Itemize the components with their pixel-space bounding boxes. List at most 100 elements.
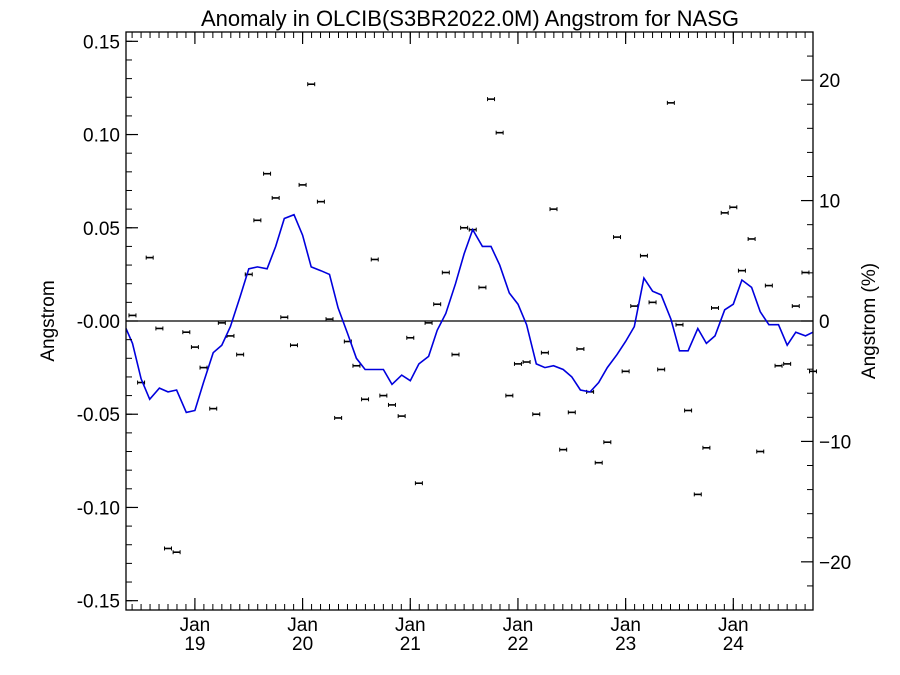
data-point [594,460,603,465]
y-tick-label: -0.15 [77,592,120,613]
y2-tick-label: −10 [819,432,851,453]
data-point [478,285,487,290]
data-point [433,302,442,307]
data-point [702,445,711,450]
data-point [316,199,325,204]
y-tick-label: -0.10 [77,498,120,519]
y2-tick-label: 20 [819,71,840,92]
x-tick-label-month: Jan [180,615,211,636]
data-point [756,449,765,454]
data-point [325,317,334,322]
chart-title: Anomaly in OLCIB(S3BR2022.0M) Angstrom f… [201,6,739,31]
y-tick-label: 0.15 [83,32,120,53]
y2-axis-label: Angstrom (%) [859,263,880,379]
data-point [505,393,514,398]
y-tick-label: 0.10 [83,126,120,147]
data-point [675,322,684,327]
x-tick-label-year: 24 [723,634,745,655]
data-point [460,225,469,230]
data-point [379,393,388,398]
data-point [630,304,639,309]
data-point [145,255,154,260]
data-point [522,360,531,365]
data-point [513,361,522,366]
y-tick-label: -0.05 [77,405,120,426]
axes: 0.15 0.10 0.05 -0.00 -0.05 -0.10 -0.15 20 10 0 −10… [77,31,851,655]
data-point [693,492,702,497]
data-point [128,313,137,318]
data-point [711,305,720,310]
y2-tick-label: 0 [819,312,830,333]
data-point [352,363,361,368]
y2-tick-label: −20 [819,553,851,574]
data-point [495,130,504,135]
smoothed-series-line [125,213,814,414]
data-point [387,402,396,407]
x-tick-label-year: 19 [184,634,205,655]
y-axis-label: Angstrom [38,280,59,361]
data-point [370,257,379,262]
data-point [559,447,568,452]
data-point [163,546,172,551]
data-point [226,333,235,338]
x-tick-label-month: Jan [718,615,749,636]
data-point [603,440,612,445]
data-point [209,406,218,411]
data-point [621,369,630,374]
data-point [271,195,280,200]
data-point [549,207,558,212]
data-point [361,397,370,402]
data-point [729,205,738,210]
data-point [648,300,657,305]
data-point [289,343,298,348]
x-tick-label-month: Jan [287,615,318,636]
data-point [172,550,181,555]
data-point [540,350,549,355]
x-tick-label-year: 20 [292,634,313,655]
y-tick-label: -0.00 [77,312,120,333]
data-point [199,365,208,370]
y-tick-label: 0.05 [83,219,120,240]
data-point [639,253,648,258]
data-point [684,408,693,413]
data-point [791,304,800,309]
data-point [424,320,433,325]
x-tick-label-month: Jan [503,615,534,636]
data-point [307,82,316,87]
data-point [532,412,541,417]
data-point [783,361,792,366]
x-tick-label-year: 22 [507,634,528,655]
data-point [397,414,406,419]
data-point [764,283,773,288]
data-point [747,236,756,241]
data-point [567,410,576,415]
data-point [576,346,585,351]
data-point [737,268,746,273]
x-tick-label-year: 21 [400,634,421,655]
data-point [253,218,262,223]
data-point [666,100,675,105]
data-point [280,315,289,320]
x-tick-label-month: Jan [610,615,641,636]
x-tick-label-month: Jan [395,615,426,636]
data-point [441,270,450,275]
data-point [236,352,245,357]
data-point [263,171,272,176]
data-point [406,335,415,340]
data-point [451,352,460,357]
data-point [190,345,199,350]
data-point [774,363,783,368]
data-point [298,182,307,187]
data-point [657,367,666,372]
data-point [613,235,622,240]
plot-area [125,82,817,555]
data-point [334,415,343,420]
data-point [182,330,191,335]
data-point [720,210,729,215]
data-point [155,326,164,331]
data-point [487,97,496,102]
data-point [217,320,226,325]
x-tick-label-year: 23 [615,634,636,655]
y2-tick-label: 10 [819,192,840,213]
